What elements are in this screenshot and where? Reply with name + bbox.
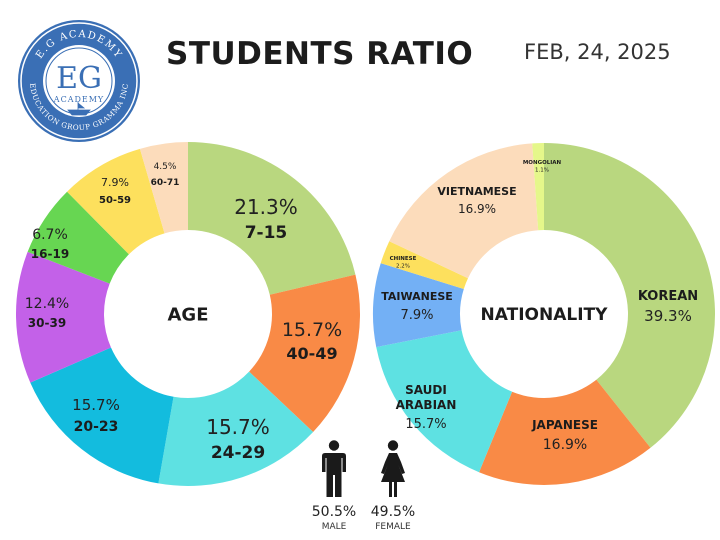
gender-male: 50.5% MALE bbox=[299, 440, 369, 532]
nationality-value-taiwanese: 7.9% bbox=[400, 308, 433, 323]
age-slice-30-39 bbox=[16, 251, 111, 383]
nationality-value-chinese: 2.2% bbox=[396, 264, 410, 270]
age-label-50-59: 50-59 bbox=[99, 195, 131, 206]
age-slice-20-23 bbox=[30, 347, 174, 484]
age-label-40-49: 40-49 bbox=[286, 344, 337, 363]
age-value-50-59: 7.9% bbox=[101, 176, 129, 189]
male-person-icon bbox=[322, 440, 346, 497]
age-chart-title: AGE bbox=[167, 304, 208, 325]
age-slice-16-19 bbox=[27, 191, 129, 284]
nationality-value-mongolian: 1.1% bbox=[535, 168, 549, 174]
female-person-icon bbox=[381, 440, 405, 497]
age-label-20-23: 20-23 bbox=[74, 419, 119, 435]
nationality-label-japanese: JAPANESE bbox=[531, 418, 598, 432]
nationality-label-chinese: CHINESE bbox=[390, 256, 417, 262]
age-value-20-23: 15.7% bbox=[72, 396, 120, 414]
nationality-value-vietnamese: 16.9% bbox=[458, 202, 496, 216]
report-date: FEB, 24, 2025 bbox=[524, 40, 671, 64]
eg-academy-logo: E.G ACADEMY EDUCATION GROUP GRAMMA INC E… bbox=[18, 20, 140, 142]
nationality-label-korean: KOREAN bbox=[638, 289, 698, 304]
age-value-30-39: 12.4% bbox=[25, 296, 69, 312]
age-label-24-29: 24-29 bbox=[211, 443, 265, 463]
age-label-30-39: 30-39 bbox=[28, 316, 66, 330]
nationality-value-saudi-arabian: 15.7% bbox=[405, 417, 446, 432]
nationality-slice-chinese bbox=[380, 241, 468, 290]
logo-sub-text: ACADEMY bbox=[53, 95, 104, 104]
page-title: STUDENTS RATIO bbox=[166, 36, 474, 72]
ship-icon bbox=[67, 102, 91, 116]
nationality-label-saudi-arabian-2: ARABIAN bbox=[396, 398, 457, 412]
nationality-slice-taiwanese bbox=[373, 263, 464, 348]
nationality-slice-mongolian bbox=[532, 143, 544, 231]
nationality-value-korean: 39.3% bbox=[644, 307, 692, 325]
nationality-value-japanese: 16.9% bbox=[543, 437, 587, 453]
nationality-label-mongolian: MONGOLIAN bbox=[523, 160, 562, 166]
nationality-slice-saudi-arabian bbox=[376, 330, 513, 473]
nationality-slice-korean bbox=[544, 143, 715, 448]
male-label: MALE bbox=[321, 522, 347, 532]
age-value-7-15: 21.3% bbox=[234, 195, 298, 219]
logo-monogram: EG bbox=[56, 61, 102, 96]
nationality-chart-title: NATIONALITY bbox=[481, 305, 609, 325]
female-label: FEMALE bbox=[375, 522, 411, 532]
age-value-16-19: 6.7% bbox=[32, 227, 68, 243]
gender-female: 49.5% FEMALE bbox=[358, 440, 428, 532]
age-slice-7-15 bbox=[188, 142, 356, 295]
age-slice-50-59 bbox=[67, 148, 165, 255]
nationality-label-vietnamese: VIETNAMESE bbox=[437, 185, 516, 198]
nationality-donut-chart: 39.3% KOREAN 16.9% JAPANESE 15.7% SAUDIARABIA… bbox=[373, 143, 715, 485]
age-slice-40-49 bbox=[249, 274, 360, 433]
male-percent: 50.5% bbox=[311, 504, 357, 520]
nationality-label-saudi-arabian-1: SAUDI bbox=[405, 383, 447, 397]
age-slice-60-71 bbox=[139, 142, 188, 234]
age-label-7-15: 7-15 bbox=[245, 223, 288, 243]
nationality-slice-japanese bbox=[479, 379, 651, 485]
age-label-16-19: 16-19 bbox=[31, 247, 69, 261]
age-value-40-49: 15.7% bbox=[282, 319, 342, 341]
female-percent: 49.5% bbox=[370, 504, 416, 520]
age-label-60-71: 60-71 bbox=[151, 178, 180, 188]
nationality-label-taiwanese: TAIWANESE bbox=[381, 290, 453, 303]
age-value-60-71: 4.5% bbox=[154, 162, 177, 172]
nationality-slice-vietnamese bbox=[389, 143, 539, 279]
age-donut-chart: 21.3% 7-15 15.7% 40-49 15.7% 24-29 15.7% 20-23 1… bbox=[16, 142, 360, 486]
age-value-24-29: 15.7% bbox=[206, 415, 270, 439]
age-slice-24-29 bbox=[158, 371, 314, 486]
